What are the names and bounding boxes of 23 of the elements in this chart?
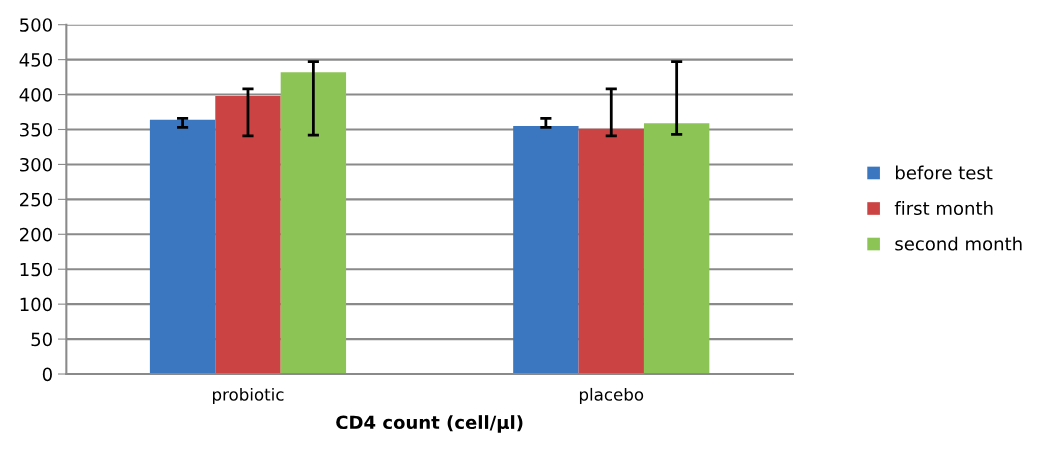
legend-label: first month [894,201,993,216]
y-tick-label: 200 [20,227,52,242]
legend-label: second month [895,236,1022,251]
y-tick-label: 150 [20,262,52,277]
bar [513,126,579,375]
y-tick-label: 100 [20,297,52,312]
y-tick-label: 250 [20,192,52,207]
y-tick-label: 50 [31,332,52,347]
bar [215,95,281,375]
y-tick-label: 400 [19,88,52,102]
bar [643,123,710,375]
x-tick-label: probiotic [213,387,284,405]
x-tick-label: placebo [579,387,644,405]
legend-label: before test [896,165,993,180]
bar [149,119,216,375]
y-tick-label: 350 [20,122,52,137]
y-tick-label: 500 [20,18,52,32]
y-tick-label: 450 [19,53,52,67]
x-axis-title: CD4 count (cell/µl) [336,415,523,433]
bar [578,128,644,375]
bar [280,72,347,375]
y-tick-label: 0 [42,367,52,382]
y-tick-label: 300 [20,157,52,172]
